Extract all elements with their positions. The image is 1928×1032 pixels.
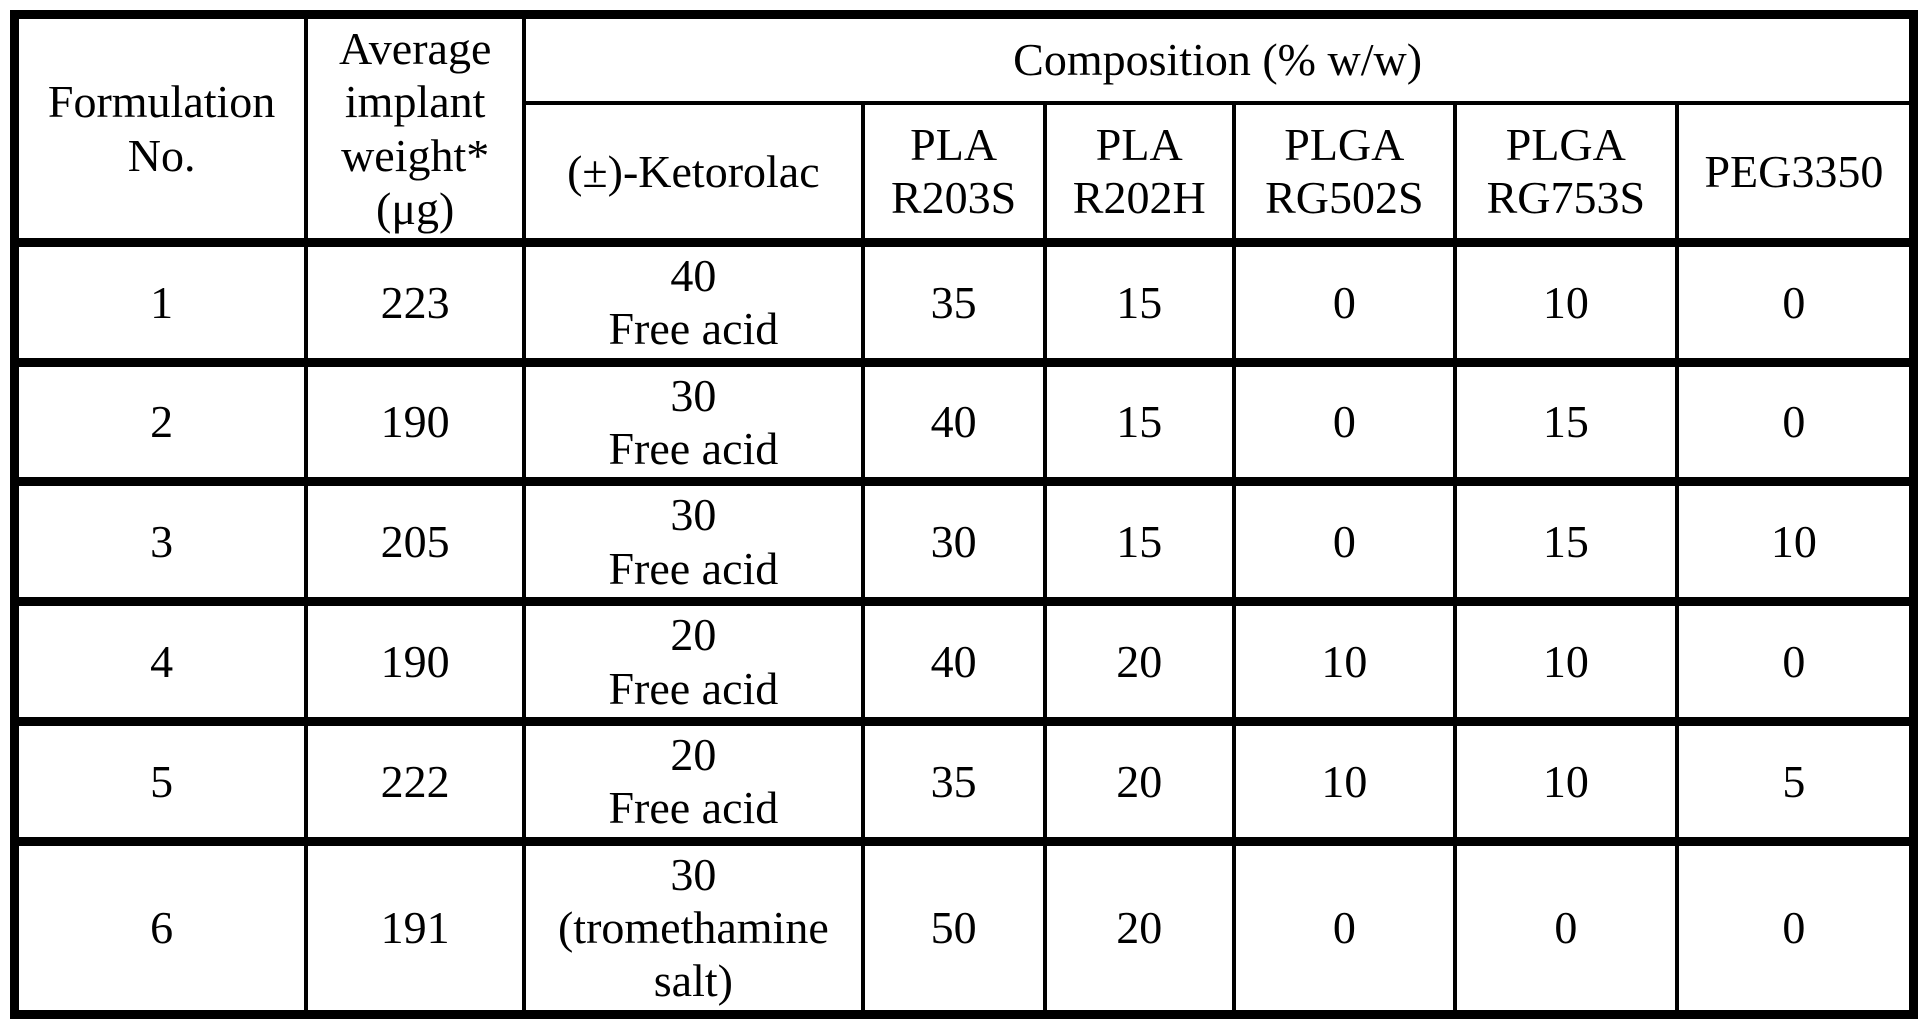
cell-plga-rg753s: 15 [1452,477,1679,607]
header-avg-implant-weight: Average implant weight* (μg) [304,12,527,245]
cell-plga-rg502s: 0 [1231,836,1457,1019]
cell-pla-r203s: 30 [860,477,1047,607]
cell-pla-r202h: 15 [1042,357,1236,487]
cell-plga-rg753s: 15 [1452,357,1679,487]
cell-peg3350: 0 [1674,597,1916,726]
cell-implant-weight: 222 [304,716,527,846]
table-row: 2 190 30 Free acid 40 15 0 15 0 [12,357,1916,487]
cell-pla-r202h: 20 [1042,597,1236,726]
cell-peg3350: 0 [1674,836,1916,1019]
header-pla-r202h: PLA R202H [1042,100,1236,245]
header-pla-r203s: PLA R203S [860,100,1047,245]
table-row: 1 223 40 Free acid 35 15 0 10 0 [12,238,1916,367]
table-row: 3 205 30 Free acid 30 15 0 15 10 [12,477,1916,607]
header-plga-rg502s: PLGA RG502S [1231,100,1457,245]
cell-pla-r202h: 20 [1042,716,1236,846]
cell-peg3350: 10 [1674,477,1916,607]
table-row: 4 190 20 Free acid 40 20 10 10 0 [12,597,1916,726]
cell-peg3350: 5 [1674,716,1916,846]
cell-plga-rg502s: 0 [1231,357,1457,487]
cell-plga-rg753s: 10 [1452,597,1679,726]
cell-implant-weight: 223 [304,238,527,367]
cell-pla-r202h: 15 [1042,238,1236,367]
cell-pla-r203s: 35 [860,238,1047,367]
cell-pla-r203s: 40 [860,597,1047,726]
cell-peg3350: 0 [1674,357,1916,487]
cell-ketorolac: 20 Free acid [522,597,865,726]
cell-formulation-no: 5 [12,716,309,846]
cell-plga-rg502s: 10 [1231,597,1457,726]
cell-implant-weight: 190 [304,597,527,726]
cell-pla-r202h: 15 [1042,477,1236,607]
formulation-table: Formulation No. Average implant weight* … [10,10,1918,1019]
cell-pla-r202h: 20 [1042,836,1236,1019]
cell-plga-rg753s: 0 [1452,836,1679,1019]
table-row: 6 191 30 (tromethamine salt) 50 20 0 0 0 [12,836,1916,1019]
header-row-top: Formulation No. Average implant weight* … [12,12,1916,245]
header-ketorolac: (±)-Ketorolac [522,100,865,245]
cell-plga-rg753s: 10 [1452,716,1679,846]
cell-formulation-no: 4 [12,597,309,726]
cell-ketorolac: 30 Free acid [522,477,865,607]
cell-pla-r203s: 35 [860,716,1047,846]
cell-plga-rg502s: 0 [1231,238,1457,367]
cell-plga-rg502s: 10 [1231,716,1457,846]
cell-ketorolac: 20 Free acid [522,716,865,846]
header-plga-rg753s: PLGA RG753S [1452,100,1679,245]
cell-ketorolac: 40 Free acid [522,238,865,367]
cell-formulation-no: 1 [12,238,309,367]
cell-pla-r203s: 40 [860,357,1047,487]
cell-ketorolac: 30 (tromethamine salt) [522,836,865,1019]
table-row: 5 222 20 Free acid 35 20 10 10 5 [12,716,1916,846]
cell-plga-rg753s: 10 [1452,238,1679,367]
header-formulation-no: Formulation No. [12,12,309,245]
cell-pla-r203s: 50 [860,836,1047,1019]
cell-implant-weight: 190 [304,357,527,487]
header-peg3350: PEG3350 [1674,100,1916,245]
cell-implant-weight: 205 [304,477,527,607]
cell-ketorolac: 30 Free acid [522,357,865,487]
cell-formulation-no: 3 [12,477,309,607]
header-row-components: (±)-Ketorolac PLA R203S PLA R202H PLGA R… [15,100,1916,245]
cell-formulation-no: 6 [12,836,309,1019]
cell-formulation-no: 2 [12,357,309,487]
cell-implant-weight: 191 [304,836,527,1019]
header-composition: Composition (% w/w) [522,12,1916,105]
cell-plga-rg502s: 0 [1231,477,1457,607]
cell-peg3350: 0 [1674,238,1916,367]
